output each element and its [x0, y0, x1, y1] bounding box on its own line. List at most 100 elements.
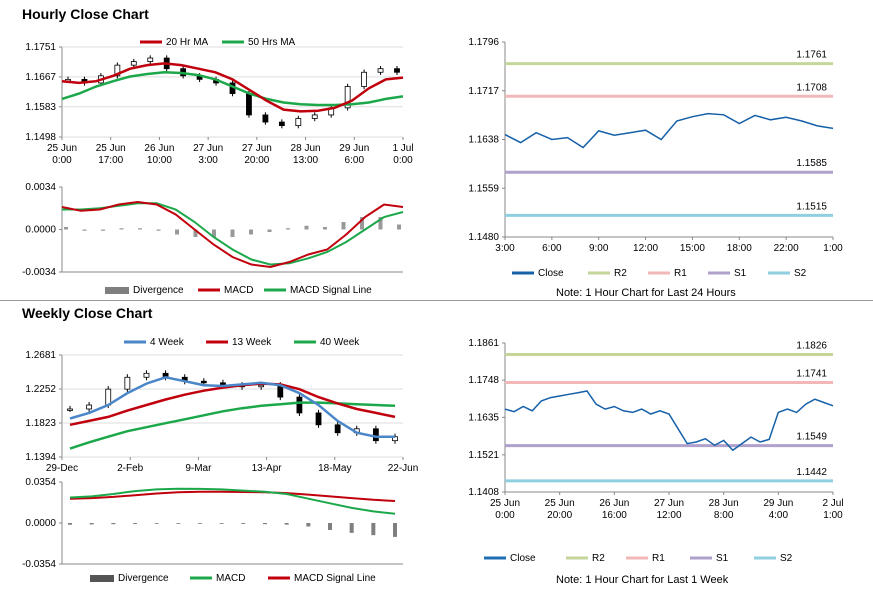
weekly-levels-x-tick: 25 Jun — [545, 498, 575, 509]
hourly-macd-divergence-bar — [212, 229, 216, 237]
hourly-macd-y-tick: 0.0034 — [25, 182, 56, 193]
hourly-price-candle — [311, 114, 318, 119]
weekly-price-4week-line — [69, 376, 395, 438]
weekly-price-y-tick: 1.2252 — [25, 384, 56, 395]
weekly-macd-signal-line — [69, 490, 396, 502]
weekly-macd-divergence-bar — [306, 523, 311, 527]
hourly-macd-divergence-bar — [378, 217, 383, 230]
hourly-price-x-tick: 17:00 — [98, 155, 123, 166]
hourly-levels-level-label-S2: 1.1515 — [796, 201, 827, 212]
weekly-macd-divergence-bar — [176, 523, 181, 524]
hourly-price-candle — [377, 68, 384, 73]
hourly-levels-close-line — [504, 112, 834, 149]
weekly-macd-divergence-bar — [133, 523, 137, 524]
weekly-macd-divergence-bar — [111, 523, 116, 525]
hourly-macd-divergence-bar — [360, 217, 364, 230]
hourly-macd-macd-line — [61, 200, 404, 269]
weekly-levels-level-label-S2: 1.1442 — [796, 467, 827, 478]
weekly-price-legend-label: 40 Week — [320, 337, 360, 348]
hourly-price-20hr-ma-line — [61, 62, 404, 113]
weekly-levels-x-tick: 16:00 — [602, 510, 627, 521]
hourly-price-candle — [394, 68, 400, 73]
hourly-price-x-tick: 0:00 — [52, 155, 72, 166]
hourly-price-candle — [130, 61, 137, 66]
hourly-macd-divergence-bar — [64, 227, 68, 230]
weekly-levels-legend-label: S2 — [780, 553, 793, 564]
weekly-levels-level-label-S1: 1.1549 — [796, 432, 827, 443]
hourly-price-candle — [246, 93, 252, 116]
hourly-levels-y-tick: 1.1638 — [468, 135, 499, 146]
hourly-levels-legend-label: S1 — [734, 268, 747, 279]
hourly-levels-x-tick: 3:00 — [495, 243, 515, 254]
weekly-levels-legend-label: Close — [510, 553, 536, 564]
weekly-price-x-tick: 9-Mar — [185, 463, 212, 474]
weekly-macd-divergence-bar — [154, 523, 159, 524]
weekly-chart-title: Weekly Close Chart — [22, 305, 153, 321]
weekly-macd-divergence-bar — [263, 523, 267, 525]
weekly-price-candle — [258, 384, 265, 388]
hourly-levels-y-tick: 1.1480 — [468, 232, 499, 243]
hourly-macd-legend-swatch — [105, 287, 129, 294]
weekly-levels-x-tick: 12:00 — [656, 510, 681, 521]
weekly-macd-y-tick: 0.0000 — [25, 518, 56, 529]
hourly-price-y-tick: 1.1751 — [25, 42, 56, 53]
hourly-price-x-tick: 3:00 — [198, 155, 218, 166]
weekly-levels-x-tick: 29 Jun — [763, 498, 793, 509]
hourly-macd-divergence-bar — [193, 229, 198, 237]
weekly-macd-divergence-bar — [328, 523, 332, 530]
weekly-levels-legend-label: R1 — [652, 553, 665, 564]
weekly-levels-x-tick: 25 Jun — [490, 498, 520, 509]
hourly-macd-divergence-bar — [286, 228, 290, 230]
hourly-price-candle — [262, 114, 269, 123]
weekly-macd-legend-label: MACD Signal Line — [294, 573, 376, 584]
weekly-levels-x-tick: 28 Jun — [709, 498, 739, 509]
hourly-price-x-tick: 25 Jun — [47, 143, 77, 154]
hourly-levels-level-label-R1: 1.1708 — [796, 82, 827, 93]
weekly-price-candle — [143, 372, 150, 378]
weekly-levels-y-tick: 1.1635 — [468, 412, 499, 423]
weekly-price-candle — [315, 412, 322, 426]
weekly-levels-level-label-R1: 1.1741 — [796, 368, 827, 379]
hourly-levels-x-tick: 22:00 — [774, 243, 799, 254]
weekly-macd-divergence-bar — [284, 523, 289, 525]
weekly-macd-divergence-bar — [219, 523, 224, 524]
hourly-chart-title: Hourly Close Chart — [22, 6, 149, 22]
weekly-macd-divergence-bar — [68, 523, 72, 525]
hourly-price-candle — [278, 121, 285, 127]
weekly-levels-y-tick: 1.1861 — [468, 338, 499, 349]
weekly-price-legend-label: 13 Week — [232, 337, 272, 348]
hourly-price-x-tick: 0:00 — [393, 155, 413, 166]
hourly-macd-signal-line — [62, 202, 404, 266]
hourly-levels-x-tick: 9:00 — [589, 243, 609, 254]
hourly-levels-y-tick: 1.1559 — [468, 183, 499, 194]
weekly-price-candle — [67, 408, 73, 411]
hourly-macd-divergence-bar — [249, 229, 253, 235]
hourly-price-candle — [344, 86, 351, 109]
weekly-levels-x-tick: 4:00 — [769, 510, 789, 521]
weekly-price-candle — [124, 376, 131, 390]
hourly-macd-divergence-bar — [304, 225, 309, 230]
weekly-price-x-tick: 2-Feb — [117, 463, 144, 474]
weekly-levels-legend-label: S1 — [716, 553, 729, 564]
weekly-price-x-tick: 13-Apr — [252, 463, 283, 474]
weekly-levels-close-line — [504, 390, 834, 452]
weekly-price-x-tick: 22-Jun — [388, 463, 419, 474]
hourly-levels-x-tick: 15:00 — [680, 243, 705, 254]
weekly-macd-divergence-bar — [349, 523, 354, 533]
weekly-price-candle — [86, 404, 93, 410]
hourly-levels-x-tick: 6:00 — [542, 243, 562, 254]
hourly-price-x-tick: 26 Jun — [144, 143, 174, 154]
hourly-price-legend-label: 50 Hrs MA — [248, 37, 296, 48]
hourly-levels-legend-label: S2 — [794, 268, 807, 279]
weekly-price-y-tick: 1.2681 — [25, 350, 56, 361]
hourly-macd-divergence-bar — [175, 229, 179, 235]
section-divider — [0, 300, 873, 301]
hourly-levels-level-label-R2: 1.1761 — [796, 50, 827, 61]
hourly-macd-divergence-bar — [323, 227, 327, 230]
hourly-levels-x-tick: 18:00 — [727, 243, 752, 254]
hourly-price-legend-label: 20 Hr MA — [166, 37, 209, 48]
hourly-price-x-tick: 29 Jun — [339, 143, 369, 154]
weekly-levels-x-tick: 26 Jun — [599, 498, 629, 509]
hourly-price-y-tick: 1.1667 — [25, 72, 56, 83]
hourly-price-y-tick: 1.1583 — [25, 102, 56, 113]
